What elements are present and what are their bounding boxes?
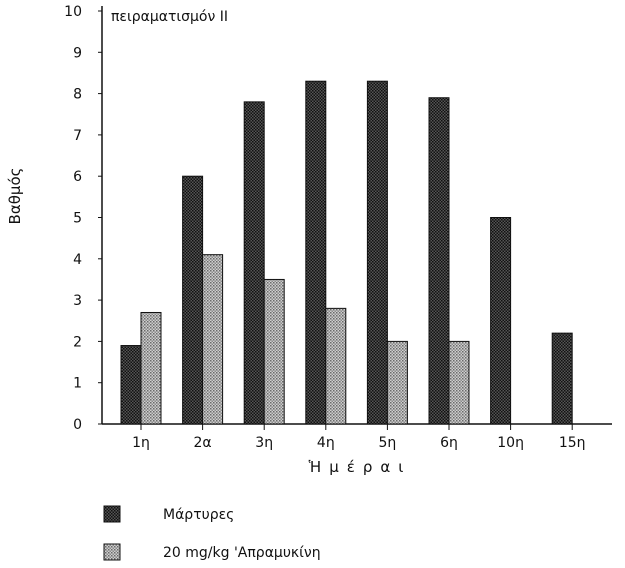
bar-series-1-5η — [366, 80, 388, 425]
legend-label-series-2: 20 mg/kg 'Απραμυκίνη — [163, 545, 321, 561]
x-tick-label: 1η — [132, 435, 150, 451]
x-tick-label: 15η — [559, 435, 586, 451]
y-tick-label: 0 — [73, 417, 82, 433]
legend-swatch-series-1 — [103, 505, 121, 523]
y-axis-label: Βαθμός — [6, 168, 24, 225]
bar-series-2-5η — [386, 340, 408, 425]
bar-series-2-1η — [140, 311, 162, 425]
x-tick-label: 2α — [194, 435, 212, 451]
y-axis-label-text: Βαθμός — [6, 168, 24, 225]
bars — [120, 80, 573, 425]
bar-series-1-6η — [428, 97, 450, 425]
bar-series-2-6η — [448, 340, 470, 425]
bar-series-1-2α — [182, 175, 204, 425]
y-tick-label: 8 — [73, 87, 82, 103]
legend-swatch-series-2 — [103, 543, 121, 561]
bar-series-1-3η — [243, 101, 265, 425]
y-tick-label: 3 — [73, 293, 82, 309]
y-tick-label: 1 — [73, 376, 82, 392]
y-tick-label: 9 — [73, 45, 82, 61]
x-axis-label: Ἡμέραι — [309, 458, 412, 476]
y-tick-label: 6 — [73, 169, 82, 185]
y-tick-label: 4 — [73, 252, 82, 268]
bar-series-1-1η — [120, 345, 142, 425]
x-tick-label: 4η — [317, 435, 335, 451]
bar-series-2-3η — [263, 278, 285, 425]
x-tick-label: 5η — [379, 435, 397, 451]
x-tick-label: 6η — [440, 435, 458, 451]
y-tick-label: 2 — [73, 334, 82, 350]
x-tick-label: 3η — [255, 435, 273, 451]
bar-series-1-10η — [490, 217, 512, 425]
y-tick-label: 10 — [64, 4, 82, 20]
legend: Μάρτυρες 20 mg/kg 'Απραμυκίνη — [103, 505, 321, 561]
bar-series-2-4η — [325, 307, 347, 425]
y-tick-label: 7 — [73, 128, 82, 144]
bar-series-1-4η — [305, 80, 327, 425]
y-tick-label: 5 — [73, 211, 82, 227]
x-tick-label: 10η — [497, 435, 524, 451]
bar-series-2-2α — [202, 254, 224, 425]
x-ticks: 1η 2α 3η 4η 5η 6η 10η 15η — [132, 424, 586, 451]
chart-title: πειραματισμόν II — [111, 9, 228, 25]
legend-label-series-1: Μάρτυρες — [163, 507, 234, 523]
bar-series-1-15η — [551, 332, 573, 425]
y-ticks: 0 1 2 3 4 5 6 7 8 9 10 — [64, 4, 102, 433]
